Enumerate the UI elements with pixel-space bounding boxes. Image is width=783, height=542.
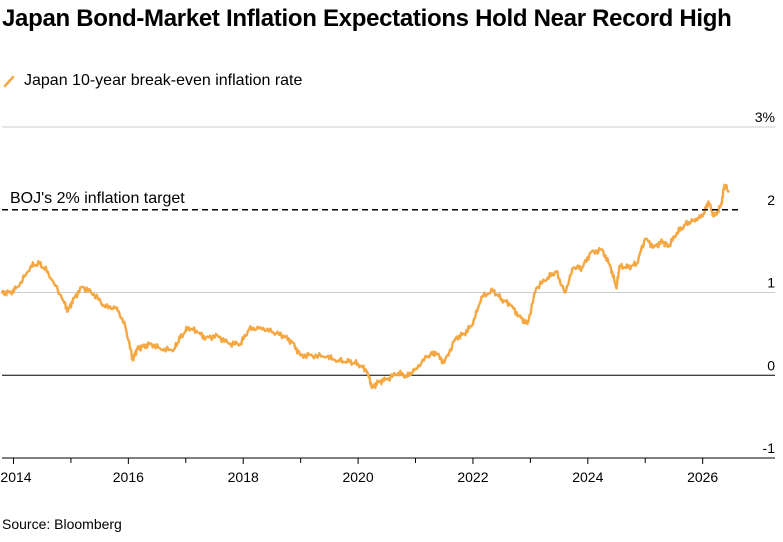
legend-line-icon: [3, 75, 15, 88]
target-annotation: BOJ's 2% inflation target: [10, 190, 185, 207]
y-tick-label: 0: [767, 357, 775, 373]
x-tick-label: 2014: [0, 469, 31, 485]
x-tick-label: 2016: [113, 469, 144, 485]
x-tick-label: 2026: [687, 469, 718, 485]
x-tick-label: 2018: [228, 469, 259, 485]
x-tick-label: 2022: [457, 469, 488, 485]
legend-label: Japan 10-year break-even inflation rate: [24, 72, 303, 89]
x-tick-label: 2020: [342, 469, 373, 485]
series-line: [0, 183, 730, 390]
y-tick-label: 1: [767, 275, 775, 291]
legend: Japan 10-year break-even inflation rate: [2, 72, 302, 90]
chart-title: Japan Bond-Market Inflation Expectations…: [2, 5, 732, 32]
y-tick-label: 3%: [755, 109, 775, 125]
source-note: Source: Bloomberg: [2, 516, 122, 532]
y-tick-label: -1: [763, 440, 776, 456]
y-tick-label: 2: [767, 192, 775, 208]
x-tick-label: 2024: [572, 469, 603, 485]
